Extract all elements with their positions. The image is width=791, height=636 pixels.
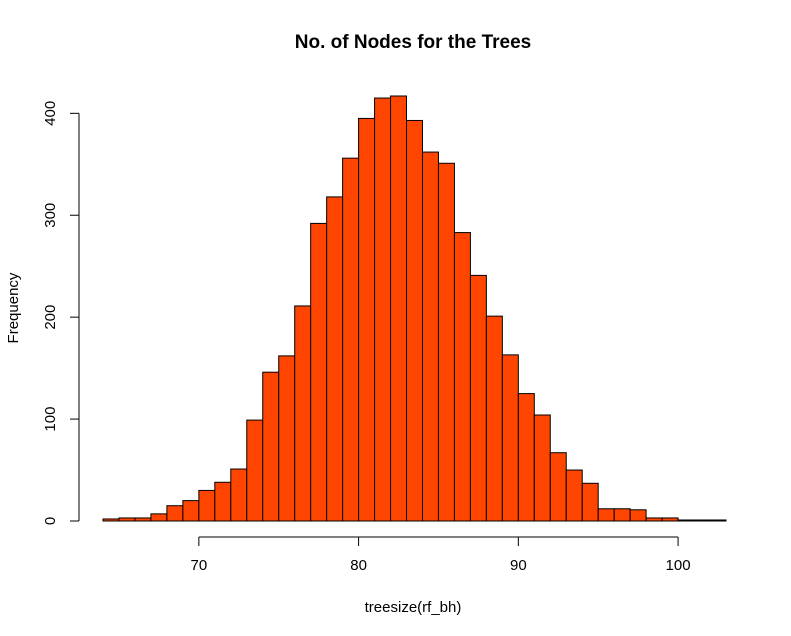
histogram-bar (613, 508, 631, 522)
y-tick-label: 300 (42, 203, 59, 228)
x-tick-label: 70 (191, 557, 208, 574)
histogram-bar (485, 315, 503, 522)
histogram-bar (134, 517, 152, 522)
histogram-bar (677, 519, 695, 522)
histogram-bar (406, 119, 423, 522)
histogram-bar (661, 517, 679, 522)
histogram-bar (358, 117, 376, 522)
histogram-bar (437, 162, 455, 522)
histogram-bar (166, 505, 184, 522)
histogram-bar (102, 518, 120, 522)
histogram-bar (246, 419, 264, 522)
histogram-bar (198, 489, 216, 522)
x-tick-label: 100 (666, 557, 691, 574)
histogram-bar (517, 393, 535, 522)
y-tick-label: 400 (42, 101, 59, 126)
histogram-bar (374, 97, 392, 522)
histogram-bar (294, 305, 312, 522)
histogram-bar (549, 452, 567, 522)
bars-group (102, 95, 727, 522)
y-axis: 0 100 200 300 400 (42, 101, 80, 525)
histogram-bar (709, 519, 727, 522)
histogram-bar (278, 355, 296, 522)
x-axis-label: treesize(rf_bh) (365, 599, 462, 616)
histogram-bar (453, 232, 471, 522)
histogram-bar (629, 509, 647, 522)
histogram-bar (469, 274, 487, 522)
histogram-bar (214, 481, 232, 522)
histogram-bar (390, 95, 408, 522)
x-tick-label: 90 (510, 557, 527, 574)
histogram-bar (342, 157, 360, 522)
histogram-bar (118, 517, 136, 522)
y-tick-label: 200 (42, 305, 59, 330)
histogram-bar (326, 196, 344, 522)
histogram-bar (693, 519, 711, 522)
histogram-bar (262, 371, 280, 522)
histogram-bar (150, 513, 168, 522)
histogram-bar (230, 468, 248, 522)
x-axis: 70 80 90 100 (191, 536, 691, 574)
y-tick-label: 0 (42, 517, 59, 525)
chart-title: No. of Nodes for the Trees (295, 32, 531, 53)
histogram-bar (581, 482, 599, 522)
histogram-bar (645, 517, 663, 522)
histogram-bar (182, 500, 200, 522)
x-tick-label: 80 (350, 557, 367, 574)
histogram-bar (421, 151, 439, 522)
histogram-bar (533, 414, 551, 522)
histogram-bar (597, 508, 615, 522)
y-axis-label: Frequency (5, 272, 22, 343)
histogram-bar (565, 469, 583, 522)
y-tick-label: 100 (42, 407, 59, 432)
histogram-bar (310, 222, 328, 522)
histogram-bar (501, 354, 519, 522)
